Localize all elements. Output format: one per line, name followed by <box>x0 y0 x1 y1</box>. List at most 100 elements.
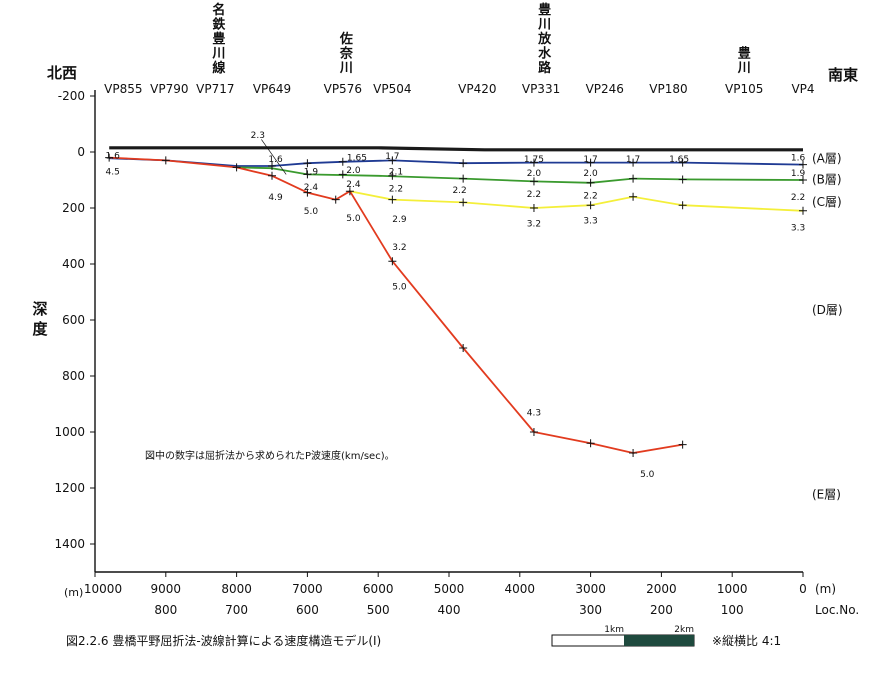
place-label-char: 豊 <box>738 46 751 62</box>
locno-tick-label: 500 <box>367 603 390 617</box>
vp-cross <box>629 449 638 457</box>
vp-label: VP855 <box>104 82 142 96</box>
place-label-char: 線 <box>212 60 226 76</box>
x-tick-label: 4000 <box>505 582 536 596</box>
vp-cross <box>345 187 354 196</box>
place-label-char: 佐 <box>339 31 353 47</box>
vp-cross <box>586 439 595 448</box>
vp-cross <box>678 158 687 167</box>
y-axis-title-char: 深 <box>32 300 47 318</box>
velocity-leader-line <box>261 139 287 175</box>
velocity-label: 2.1 <box>389 168 403 178</box>
vp-cross <box>303 188 312 197</box>
vp-cross <box>678 175 687 184</box>
x-tick-label: 2000 <box>646 582 677 596</box>
velocity-label: 2.2 <box>452 186 466 196</box>
velocity-label: 2.2 <box>583 191 597 201</box>
layer-label: (C層) <box>812 195 842 209</box>
velocity-label: 5.0 <box>304 207 319 217</box>
velocity-label: 1.75 <box>524 155 544 165</box>
vp-cross <box>331 195 340 204</box>
x-tick-label: 10000 <box>84 582 122 596</box>
locno-tick-label: 200 <box>650 603 673 617</box>
velocity-label: 1.7 <box>385 152 399 162</box>
velocity-label: 1.7 <box>583 155 597 165</box>
vp-cross <box>586 201 595 210</box>
vp-cross <box>388 171 397 180</box>
vp-cross <box>459 344 468 352</box>
vp-cross <box>388 156 397 165</box>
x-tick-label: 3000 <box>575 582 606 596</box>
velocity-label: 3.2 <box>527 219 541 229</box>
direction-label-southeast: 南東 <box>828 66 858 84</box>
locno-tick-label: 100 <box>721 603 744 617</box>
velocity-label: 2.2 <box>389 184 403 194</box>
velocity-label: 2.0 <box>583 169 598 179</box>
scale-bar-label-2km: 2km <box>674 625 694 635</box>
locno-tick-label: 700 <box>225 603 248 617</box>
locno-tick-label: 400 <box>438 603 461 617</box>
x-tick-label: 0 <box>799 582 807 596</box>
vp-cross <box>529 204 538 212</box>
velocity-label: 2.2 <box>527 190 541 200</box>
vp-label: VP420 <box>458 82 496 96</box>
velocity-label: 2.0 <box>527 169 542 179</box>
place-label-char: 川 <box>537 18 551 33</box>
velocity-label: 2.3 <box>251 131 265 141</box>
x-tick-label: 7000 <box>292 582 323 596</box>
layer-label: (D層) <box>812 303 843 317</box>
y-tick-label: 1400 <box>54 537 85 551</box>
vp-cross <box>529 428 538 436</box>
y-axis-title-char: 度 <box>32 320 48 338</box>
x-tick-label: 6000 <box>363 582 394 596</box>
x-tick-label: 1000 <box>717 582 748 596</box>
y-tick-label: 0 <box>77 145 85 159</box>
vp-label: VP649 <box>253 82 291 96</box>
vp-cross <box>303 159 312 168</box>
vp-label: VP717 <box>196 82 234 96</box>
layer-label: (E層) <box>812 488 841 502</box>
vp-cross <box>232 163 241 172</box>
velocity-note: 図中の数字は屈折法から求められたP波速度(km/sec)。 <box>145 451 395 462</box>
y-tick-label: 400 <box>62 257 85 271</box>
vp-cross <box>459 159 468 168</box>
x-tick-label: 5000 <box>434 582 465 596</box>
x-unit-right: (m) <box>815 582 836 596</box>
x-tick-label: 9000 <box>151 582 182 596</box>
velocity-label: 4.3 <box>527 408 541 418</box>
place-label-char: 川 <box>737 61 751 76</box>
velocity-label: 5.0 <box>640 470 655 480</box>
layer-label: (B層) <box>812 173 842 187</box>
x-unit-left: (m) <box>64 586 83 599</box>
vp-cross <box>678 440 687 449</box>
place-label-char: 名 <box>212 2 225 18</box>
boundary-line-5 <box>109 156 683 454</box>
y-tick-label: 1000 <box>54 425 85 439</box>
vp-label: VP331 <box>522 82 560 96</box>
velocity-label: 5.0 <box>346 214 361 224</box>
scale-bar: 1km 2km <box>551 625 695 647</box>
velocity-label: 1.65 <box>669 155 689 165</box>
place-label-char: 川 <box>339 61 353 76</box>
place-label-char: 路 <box>538 60 552 76</box>
vp-cross <box>529 177 538 186</box>
y-tick-label: 200 <box>62 201 85 215</box>
vp-cross <box>161 156 170 165</box>
place-label-char: 水 <box>538 46 552 62</box>
y-tick-label: -200 <box>58 89 85 103</box>
layer-label: (A層) <box>812 152 842 166</box>
locno-tick-label: 300 <box>579 603 602 617</box>
velocity-label: 1.6 <box>791 154 806 164</box>
vp-cross <box>338 157 347 166</box>
vp-label: VP4 <box>791 82 814 96</box>
velocity-label: 1.9 <box>304 168 319 178</box>
vp-cross <box>629 158 638 167</box>
velocity-label: 1.65 <box>347 154 367 164</box>
boundary-line-4 <box>349 190 804 212</box>
velocity-label: 3.3 <box>791 224 805 234</box>
aspect-ratio-note: ※縦横比 4:1 <box>712 634 782 648</box>
vp-label: VP246 <box>586 82 624 96</box>
x-tick-label: 8000 <box>221 582 252 596</box>
y-tick-label: 1200 <box>54 481 85 495</box>
